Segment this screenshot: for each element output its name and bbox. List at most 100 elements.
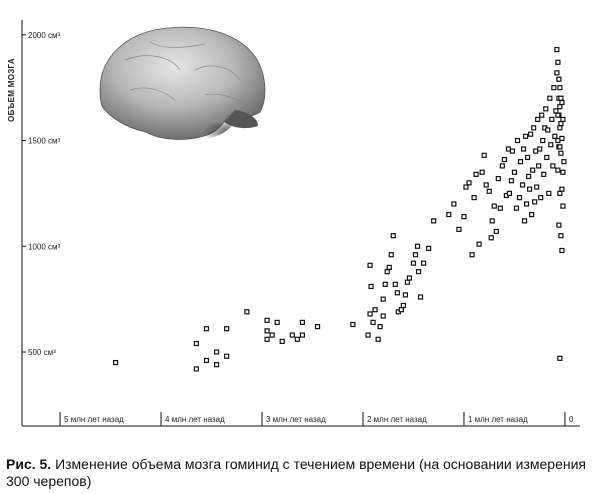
data-point <box>527 186 533 192</box>
data-point <box>557 104 563 110</box>
data-point <box>506 190 513 196</box>
x-tick-label: 0 <box>569 415 574 424</box>
data-point <box>479 169 485 175</box>
data-point <box>561 159 567 165</box>
data-point <box>370 319 376 325</box>
brain-cast-photo <box>99 26 266 140</box>
data-point <box>544 154 550 161</box>
data-point <box>415 269 422 275</box>
chart-figure: 2000 см³ 1500 см³ 1000 см³ 500 см³ 5 млн ле… <box>7 20 580 427</box>
data-point <box>495 175 501 182</box>
y-axis-label: ОБЪЕМ МОЗГА <box>7 58 16 122</box>
data-point <box>539 112 545 118</box>
data-point <box>556 222 562 228</box>
data-point <box>525 173 532 180</box>
data-point <box>289 332 295 338</box>
data-point <box>420 260 427 266</box>
data-point <box>404 279 411 285</box>
data-point <box>279 338 285 345</box>
data-point <box>269 332 275 338</box>
data-point <box>400 302 406 309</box>
data-point <box>367 311 373 317</box>
data-point <box>244 309 250 315</box>
x-tick-label: 5 млн лет назад <box>64 415 124 424</box>
data-point <box>264 328 270 334</box>
data-point <box>558 150 564 156</box>
data-point <box>552 133 558 139</box>
data-point <box>372 307 378 313</box>
data-point <box>529 211 535 218</box>
data-point <box>469 252 475 258</box>
data-point <box>390 233 396 239</box>
data-point <box>514 137 521 144</box>
data-point <box>556 76 562 82</box>
y-tick-label: 2000 см³ <box>28 31 61 40</box>
y-axis-ticks: 2000 см³ 1500 см³ 1000 см³ 500 см³ <box>22 31 61 357</box>
y-tick-label: 1000 см³ <box>28 242 61 251</box>
scatter-chart: 2000 см³ 1500 см³ 1000 см³ 500 см³ 5 млн ле… <box>7 20 580 427</box>
data-point <box>524 154 531 161</box>
data-point <box>535 116 541 122</box>
x-tick-label: 4 млн лет назад <box>165 415 225 424</box>
data-point <box>350 321 356 328</box>
data-point <box>513 205 520 211</box>
data-point <box>533 148 539 154</box>
chart-axes <box>21 20 580 427</box>
data-point <box>509 148 516 154</box>
data-point <box>554 47 560 53</box>
data-point <box>553 108 559 114</box>
data-point <box>550 163 556 169</box>
data-point <box>557 85 563 91</box>
data-point <box>431 218 437 224</box>
data-point <box>299 319 306 325</box>
data-point <box>559 99 565 106</box>
data-point <box>365 332 371 338</box>
data-point <box>557 355 563 361</box>
data-point <box>555 167 561 173</box>
data-point <box>466 180 472 186</box>
data-point <box>530 167 536 173</box>
data-point <box>531 125 537 131</box>
data-point <box>534 184 540 190</box>
data-point <box>511 169 518 175</box>
data-point <box>299 332 306 338</box>
data-point <box>402 292 409 298</box>
data-point <box>394 290 400 296</box>
data-point <box>486 188 492 194</box>
data-point <box>491 203 497 209</box>
data-point <box>375 336 381 342</box>
data-point <box>483 182 489 188</box>
data-point <box>557 125 563 131</box>
data-point <box>549 116 555 122</box>
data-point <box>451 201 457 207</box>
data-point <box>559 186 565 192</box>
data-point <box>414 243 421 249</box>
data-point <box>274 319 280 325</box>
data-point <box>488 235 494 241</box>
data-point <box>560 169 566 175</box>
y-tick-label: 500 см³ <box>28 348 56 357</box>
data-point <box>537 146 543 152</box>
data-point <box>294 336 300 342</box>
data-point <box>555 112 561 118</box>
data-point <box>560 116 566 122</box>
data-point <box>213 349 220 355</box>
data-point <box>314 324 321 330</box>
x-tick-label: 1 млн лет назад <box>468 415 528 424</box>
data-point <box>505 146 512 152</box>
data-point <box>516 195 523 201</box>
data-point <box>476 241 482 247</box>
data-point <box>554 70 560 76</box>
data-point <box>546 190 552 196</box>
data-point <box>224 353 230 359</box>
data-point <box>112 359 119 366</box>
data-point <box>264 336 270 342</box>
data-points <box>112 47 567 372</box>
data-point <box>517 159 524 165</box>
data-point <box>548 142 554 148</box>
data-point <box>426 245 432 251</box>
data-point <box>558 233 564 239</box>
data-point <box>547 95 553 101</box>
data-point <box>558 121 564 127</box>
data-point <box>541 171 547 177</box>
